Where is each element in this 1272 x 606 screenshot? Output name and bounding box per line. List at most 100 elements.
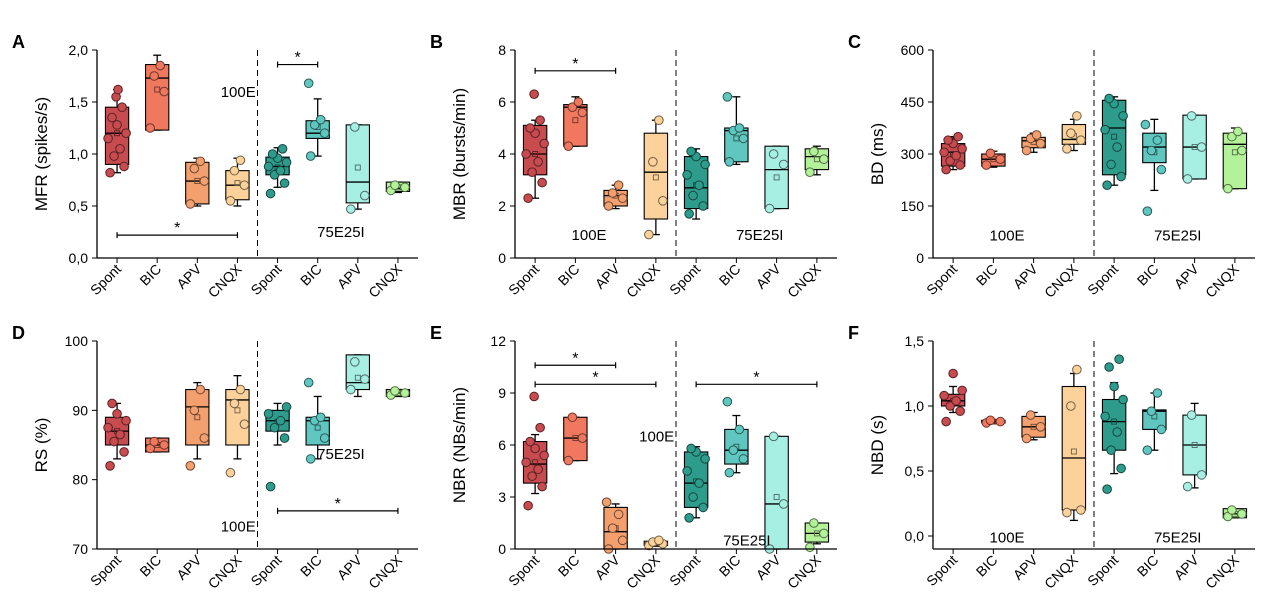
data-point (189, 405, 200, 416)
data-point (1031, 130, 1042, 140)
data-point (724, 467, 735, 478)
data-point (617, 535, 628, 546)
box-iqr (1222, 132, 1248, 190)
data-point (981, 160, 992, 170)
data-point (567, 102, 578, 112)
data-point (768, 431, 779, 442)
x-category-label: BIC (555, 261, 583, 289)
data-point (121, 415, 131, 426)
data-point (1227, 505, 1237, 515)
data-point (728, 445, 739, 456)
y-tick-label: 600 (901, 42, 925, 58)
data-point (1146, 406, 1157, 417)
data-point (1142, 206, 1153, 216)
data-point (1156, 424, 1167, 435)
y-axis-label: BD (ms) (868, 123, 887, 185)
data-point (539, 450, 549, 461)
mean-marker (652, 174, 659, 181)
box-bic-75e25i (303, 377, 330, 464)
box-cnqx-100e (225, 375, 250, 478)
data-point (607, 188, 618, 198)
box-spont-100e (521, 89, 549, 203)
data-point (1142, 445, 1153, 456)
y-tick-label: 2,0 (69, 42, 89, 58)
x-category-label: BIC (555, 552, 583, 580)
x-category-label: CNQX (205, 551, 245, 591)
box-bic-100e (145, 436, 170, 454)
data-point (119, 447, 129, 457)
significance-bracket: * (116, 220, 239, 239)
x-category-label: BIC (297, 552, 325, 580)
data-point (644, 229, 654, 240)
group-label: 75E25I (1154, 228, 1202, 245)
data-point (953, 131, 963, 142)
data-point (1227, 131, 1237, 142)
significance-star: * (174, 220, 180, 237)
box-apv-75e25i (764, 145, 789, 214)
panel-letter: F (848, 323, 859, 343)
x-category-label: Spont (87, 552, 124, 589)
box-bic-100e (145, 54, 170, 133)
significance-star: * (753, 369, 759, 386)
data-point (119, 161, 129, 172)
mean-marker (234, 180, 241, 187)
data-point (1233, 126, 1243, 137)
x-category-label: Spont (247, 261, 284, 298)
y-tick-label: 80 (72, 472, 88, 488)
mean-marker (1111, 133, 1118, 140)
data-point (957, 144, 967, 154)
mean-marker (773, 494, 780, 500)
data-point (1102, 484, 1112, 495)
data-point (235, 384, 246, 395)
y-tick-label: 0 (498, 541, 506, 557)
data-point (1062, 144, 1072, 154)
data-point (109, 151, 119, 161)
group-label: 100E (639, 429, 674, 446)
data-point (1196, 470, 1207, 480)
mean-marker (354, 164, 361, 171)
x-category-label: Spont (923, 552, 960, 589)
data-point (694, 180, 704, 190)
x-category-label: APV (753, 260, 785, 292)
data-point (239, 180, 250, 190)
box-apv-100e (185, 156, 210, 209)
data-point (1237, 145, 1247, 156)
box-bic-75e25i (722, 396, 749, 478)
data-point (941, 416, 951, 427)
data-point (305, 454, 316, 464)
x-category-label: BIC (136, 261, 164, 289)
data-point (1066, 128, 1076, 138)
y-tick-label: 12 (490, 333, 506, 349)
significance-star: * (572, 56, 578, 73)
data-point (107, 398, 117, 409)
box-iqr (225, 388, 250, 446)
significance-star: * (335, 496, 341, 513)
x-category-label: CNQX (365, 551, 405, 591)
mean-marker (314, 424, 321, 431)
mean-marker (1070, 448, 1077, 455)
data-point (698, 502, 708, 513)
x-category-label: APV (1171, 260, 1203, 292)
group-label: 75E25I (317, 224, 365, 241)
data-point (319, 433, 330, 443)
data-point (1118, 111, 1128, 121)
y-tick-label: 300 (901, 146, 925, 162)
data-point (527, 167, 537, 177)
data-point (105, 167, 115, 178)
mean-marker (1231, 149, 1238, 156)
data-point (199, 176, 210, 186)
data-point (303, 377, 314, 388)
data-point (529, 391, 539, 402)
data-point (601, 497, 612, 508)
data-point (654, 115, 664, 125)
data-point (1072, 111, 1082, 121)
data-point (1182, 174, 1193, 184)
data-point (1112, 142, 1122, 152)
data-point (523, 193, 533, 203)
mean-marker (532, 151, 539, 157)
data-point (764, 203, 775, 214)
box-spont-100e (103, 84, 131, 178)
